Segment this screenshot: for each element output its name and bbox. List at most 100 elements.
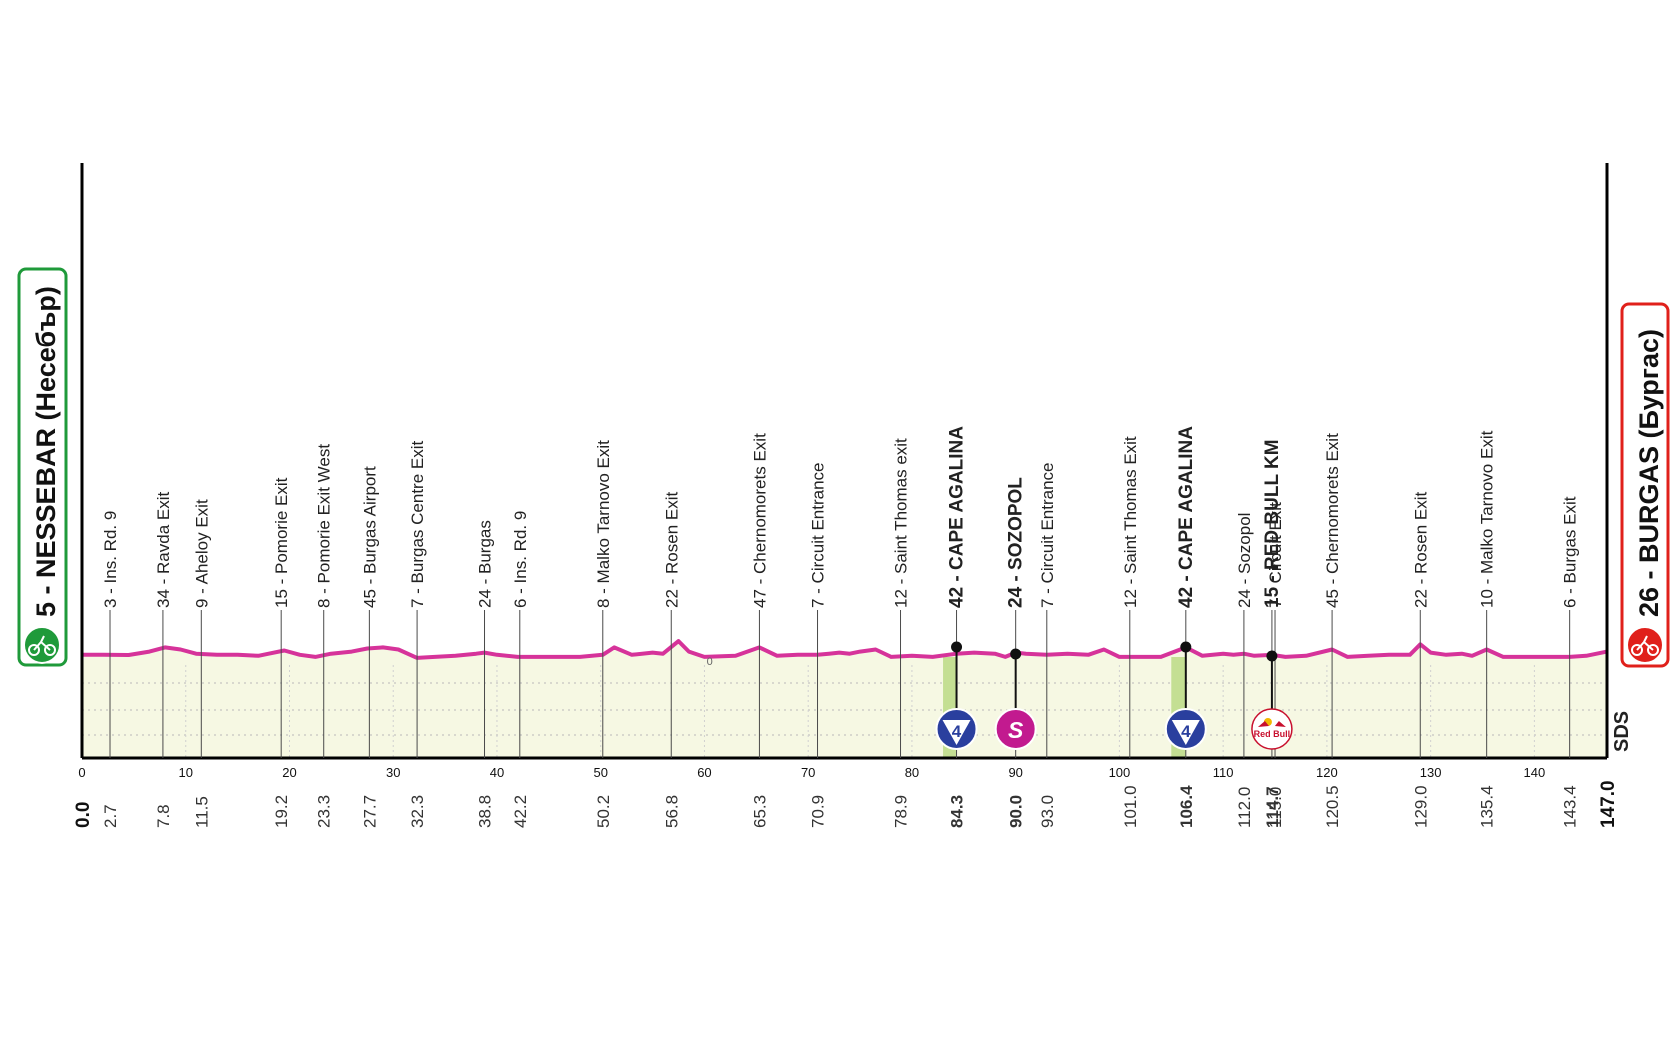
start-km-label: 0.0 bbox=[73, 802, 94, 828]
sprint-badge bbox=[994, 708, 1037, 750]
waypoint-label: 24 - SOZOPOL bbox=[1006, 477, 1027, 608]
waypoint-label: 45 - Burgas Airport bbox=[360, 466, 379, 608]
finish-panel: 26 - BURGAS (Бургас) bbox=[1620, 302, 1670, 668]
x-tick-label: 90 bbox=[1008, 765, 1022, 780]
badge-dot bbox=[1180, 641, 1192, 653]
waypoint-label: 3 - Ins. Rd. 9 bbox=[101, 511, 120, 608]
waypoint-km-label: 23.3 bbox=[315, 795, 334, 828]
x-tick-label: 120 bbox=[1316, 765, 1338, 780]
red-bull-badge bbox=[1251, 708, 1293, 750]
waypoint-km-label: 27.7 bbox=[360, 795, 379, 828]
waypoint-km-label: 70.9 bbox=[809, 795, 828, 828]
profile-area bbox=[82, 641, 1607, 758]
start-icon bbox=[23, 626, 61, 664]
waypoint-label: 7 - Circuit Entrance bbox=[1038, 463, 1057, 609]
waypoint-label: 12 - Saint Thomas Exit bbox=[1121, 436, 1140, 608]
waypoint-km-label: 106.4 bbox=[1177, 785, 1196, 828]
waypoint-label: 7 - Circuit Entrance bbox=[809, 463, 828, 609]
waypoint-km-label: 65.3 bbox=[750, 795, 769, 828]
x-tick-label: 60 bbox=[697, 765, 711, 780]
finish-name: BURGAS (Бургас) bbox=[1634, 329, 1664, 563]
waypoint-label: 22 - Rosen Exit bbox=[662, 492, 681, 608]
waypoint-label: 15 - RED BULL KM bbox=[1262, 439, 1283, 608]
waypoint-label: 24 - Sozopol bbox=[1235, 513, 1254, 608]
badge-dot bbox=[1266, 650, 1278, 662]
waypoint-km-label: 2.7 bbox=[101, 804, 120, 828]
waypoint-km-label: 120.5 bbox=[1323, 785, 1342, 828]
waypoint-km-label: 38.8 bbox=[476, 795, 495, 828]
kom-triangle-icon bbox=[1171, 720, 1200, 745]
waypoint-label: 10 - Malko Tarnovo Exit bbox=[1478, 430, 1497, 608]
waypoint-label: 12 - Saint Thomas exit bbox=[892, 438, 911, 608]
start-name: NESSEBAR (Несебър) bbox=[31, 286, 61, 578]
waypoint-label: 22 - Rosen Exit bbox=[1411, 492, 1430, 608]
waypoint-label: 8 - Malko Tarnovo Exit bbox=[594, 440, 613, 608]
waypoint-label: 24 - Burgas bbox=[476, 520, 495, 608]
waypoint-km-label: 93.0 bbox=[1038, 795, 1057, 828]
x-tick-label: 20 bbox=[282, 765, 296, 780]
waypoint-label: 8 - Pomorie Exit West bbox=[315, 444, 334, 608]
finish-panel-frame bbox=[1620, 302, 1670, 668]
waypoint-label: 45 - Chernomorets Exit bbox=[1323, 433, 1342, 608]
x-tick-label: 10 bbox=[179, 765, 193, 780]
x-tick-label: 50 bbox=[593, 765, 607, 780]
waypoint-km-label: 7.8 bbox=[154, 804, 173, 828]
x-tick-label: 80 bbox=[905, 765, 919, 780]
x-tick-label: 140 bbox=[1524, 765, 1546, 780]
waypoint-label: 7 - Circuit Exit bbox=[1266, 502, 1285, 608]
kom-triangle-icon bbox=[942, 720, 971, 745]
x-tick-label: 130 bbox=[1420, 765, 1442, 780]
x-tick-label: 0 bbox=[78, 765, 85, 780]
waypoint-km-label: 19.2 bbox=[272, 795, 291, 828]
finish-km-label: 147.0 bbox=[1598, 780, 1619, 828]
waypoint-km-label: 42.2 bbox=[511, 795, 530, 828]
waypoint-km-label: 112.0 bbox=[1235, 787, 1254, 828]
start-separator: - bbox=[31, 578, 61, 602]
waypoint-km-label: 11.5 bbox=[192, 796, 211, 828]
waypoint-km-label: 56.8 bbox=[662, 795, 681, 828]
waypoint-label: 7 - Burgas Centre Exit bbox=[408, 440, 427, 608]
cyclist-icon bbox=[1631, 635, 1659, 656]
kom-category-label: 4 bbox=[1181, 722, 1191, 741]
waypoint-label: 6 - Burgas Exit bbox=[1561, 496, 1580, 608]
waypoint-km-label: 115.0 bbox=[1266, 787, 1285, 828]
x-tick-label: 70 bbox=[801, 765, 815, 780]
waypoint-km-label: 101.0 bbox=[1121, 785, 1140, 828]
waypoint-km-label: 143.4 bbox=[1561, 785, 1580, 828]
red-bull-bulls-icon bbox=[1257, 721, 1286, 727]
start-altitude: 5 bbox=[31, 602, 61, 617]
kom-category-label: 4 bbox=[952, 722, 962, 741]
badge-dot bbox=[1010, 648, 1022, 660]
start-panel: 5 - NESSEBAR (Несебър) bbox=[17, 267, 68, 667]
sponsor-logo: SDS bbox=[1611, 711, 1633, 752]
waypoint-label: 6 - Ins. Rd. 9 bbox=[511, 511, 530, 608]
red-bull-label: Red Bull bbox=[1254, 729, 1291, 739]
waypoint-km-label: 78.9 bbox=[892, 795, 911, 828]
x-tick-label: 40 bbox=[490, 765, 504, 780]
waypoint-km-label: 135.4 bbox=[1478, 785, 1497, 828]
sprint-label: S bbox=[1008, 717, 1024, 743]
finish-altitude: 26 bbox=[1634, 587, 1664, 617]
x-tick-label: 100 bbox=[1109, 765, 1131, 780]
x-tick-label: 110 bbox=[1213, 765, 1234, 780]
waypoint-km-label: 90.0 bbox=[1007, 795, 1026, 828]
start-panel-frame bbox=[17, 267, 68, 667]
finish-separator: - bbox=[1634, 563, 1664, 587]
zero-mark: 0 bbox=[707, 656, 713, 668]
finish-icon bbox=[1626, 626, 1664, 664]
waypoint-label: 15 - Pomorie Exit bbox=[272, 477, 291, 608]
waypoint-label: 42 - CAPE AGALINA bbox=[1176, 426, 1197, 608]
waypoint-label: 9 - Aheloy Exit bbox=[192, 499, 211, 608]
waypoint-km-label: 114.7 bbox=[1263, 786, 1282, 828]
x-tick-label: 30 bbox=[386, 765, 400, 780]
waypoint-km-label: 32.3 bbox=[408, 795, 427, 828]
finish-label: 26 - BURGAS (Бургас) bbox=[1634, 329, 1664, 617]
cyclist-icon bbox=[28, 635, 56, 656]
waypoint-km-label: 129.0 bbox=[1411, 785, 1430, 828]
waypoint-km-label: 84.3 bbox=[948, 795, 967, 828]
profile-line bbox=[82, 639, 1608, 660]
waypoint-label: 42 - CAPE AGALINA bbox=[947, 426, 968, 608]
waypoint-label: 47 - Chernomorets Exit bbox=[750, 433, 769, 608]
